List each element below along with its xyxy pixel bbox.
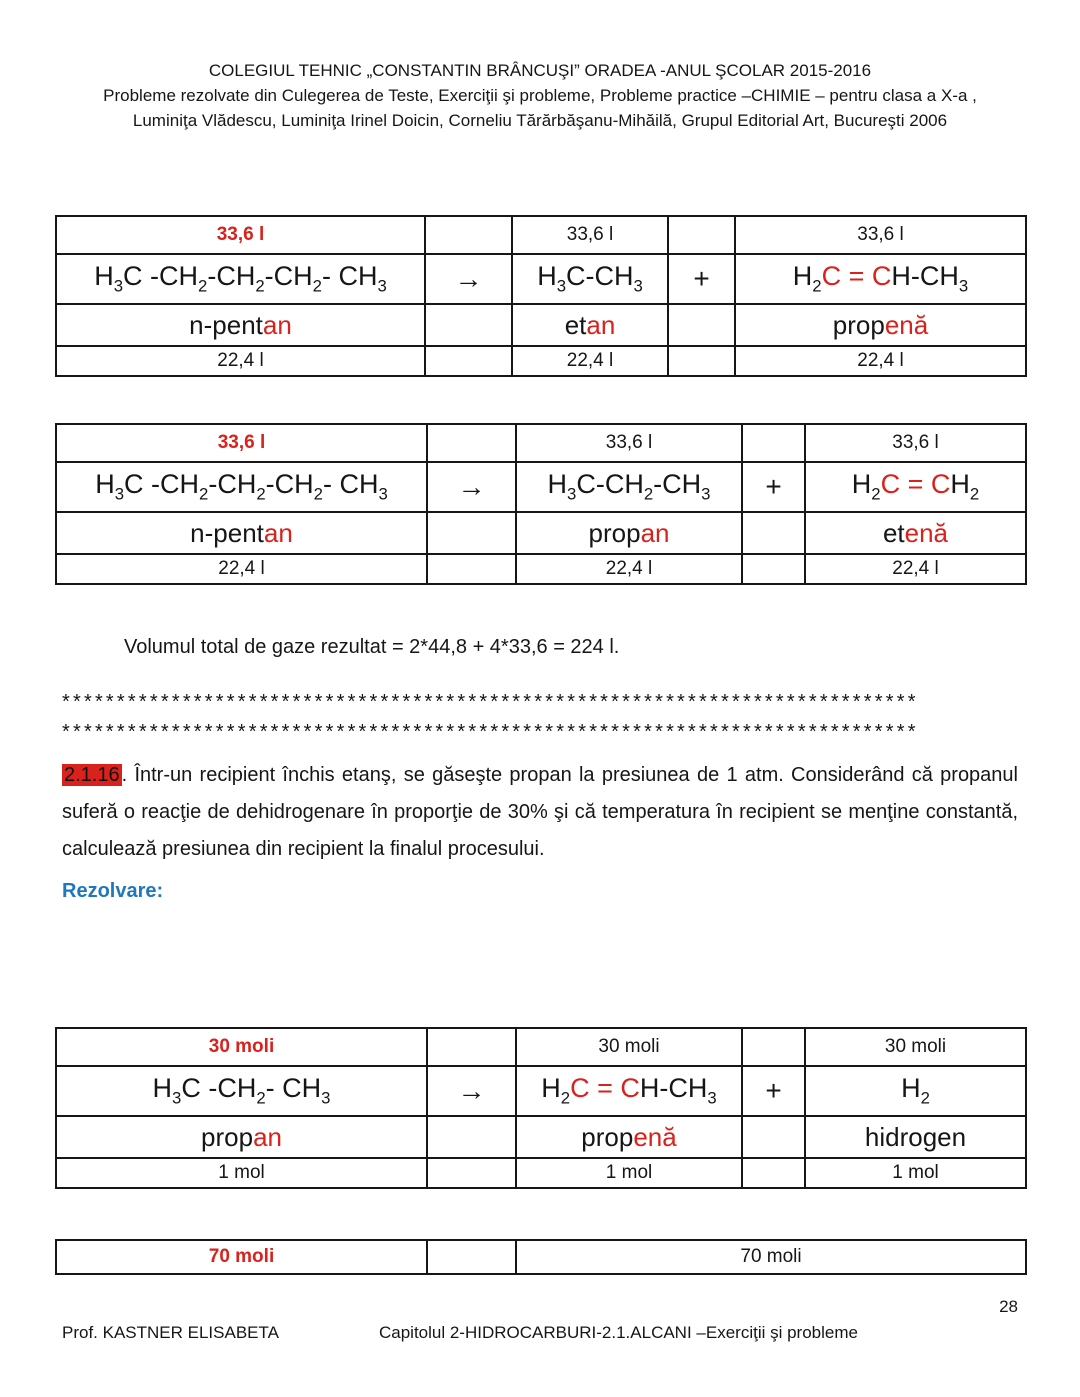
problem-text: . Într-un recipient închis etanş, se găs… [62,764,1018,860]
volume-bottom-plus [667,345,736,377]
reaction-propane-dehydrogenation-row-name: propan propenă hidrogen [55,1115,1027,1159]
rezolvare-label: Rezolvare: [62,880,164,902]
volume-top-arrow [424,215,513,255]
volume-top-reactant: 33,6 l [55,215,426,255]
total-volume-line: Volumul total de gaze rezultat = 2*44,8 … [124,636,620,658]
separator-line-2: ****************************************… [62,721,919,743]
formula-reactant: H3C -CH2-CH2-CH2- CH3 [55,461,428,513]
moles-total-arrow [426,1239,517,1275]
formula-plus: + [741,461,806,513]
problem-number-highlight: 2.1.16 [62,764,122,786]
volume-bottom-product1: 22,4 l [515,553,743,585]
volume-top-arrow [426,423,517,463]
reaction-pentane-cracking-2-row-volume-top: 33,6 l 33,6 l 33,6 l [55,423,1027,463]
volume-bottom-product1: 22,4 l [511,345,669,377]
name-reactant: propan [55,1115,428,1159]
reaction-pentane-cracking-2-row-formula: H3C -CH2-CH2-CH2- CH3 → H3C-CH2-CH3 + H2C = … [55,461,1027,513]
problem-statement: 2.1.16. Într-un recipient închis etanş, … [62,757,1018,868]
document-footer: Prof. KASTNER ELISABETA Capitolul 2-HIDRO… [62,1323,1080,1343]
volume-top-reactant: 33,6 l [55,423,428,463]
moles-top-product1: 30 moli [515,1027,743,1067]
footer-author: Prof. KASTNER ELISABETA [62,1323,279,1342]
header-school-line: COLEGIUL TEHNIC „CONSTANTIN BRÂNCUŞI” OR… [208,61,872,80]
reaction-table-3: 30 moli 30 moli 30 moli H3C -CH2- CH3 → H2C =… [55,1027,1027,1189]
header-authors-line: Luminiţa Vlădescu, Luminiţa Irinel Doici… [132,111,948,130]
moles-top-plus [741,1027,806,1067]
totals-row-row-moles-total: 70 moli 70 moli [55,1239,1027,1275]
name-reactant: n-pentan [55,303,426,347]
formula-arrow: → [426,461,517,513]
reaction-pentane-cracking-1-row-name: n-pentan etan propenă [55,303,1027,347]
moles-bottom-arrow [426,1157,517,1189]
formula-arrow: → [426,1065,517,1117]
name-arrow [424,303,513,347]
name-product1: etan [511,303,669,347]
name-plus [741,511,806,555]
reaction-table-2: 33,6 l 33,6 l 33,6 l H3C -CH2-CH2-CH2- CH3 →… [55,423,1027,585]
volume-bottom-plus [741,553,806,585]
volume-bottom-arrow [424,345,513,377]
reaction-propane-dehydrogenation-row-moles-bottom: 1 mol 1 mol 1 mol [55,1157,1027,1189]
formula-product2: H2C = CH-CH3 [734,253,1027,305]
name-arrow [426,511,517,555]
totals-table: 70 moli 70 moli [55,1239,1027,1275]
formula-plus: + [741,1065,806,1117]
page-number: 28 [999,1297,1018,1316]
formula-product2: H2 [804,1065,1027,1117]
formula-arrow: → [424,253,513,305]
separator-line-1: ****************************************… [62,691,919,713]
moles-total-reactant: 70 moli [55,1239,428,1275]
reaction-propane-dehydrogenation-row-moles-top: 30 moli 30 moli 30 moli [55,1027,1027,1067]
moles-total-products: 70 moli [515,1239,1027,1275]
name-reactant: n-pentan [55,511,428,555]
volume-bottom-product2: 22,4 l [804,553,1027,585]
formula-plus: + [667,253,736,305]
moles-top-product2: 30 moli [804,1027,1027,1067]
formula-reactant: H3C -CH2-CH2-CH2- CH3 [55,253,426,305]
header-book-line: Probleme rezolvate din Culegerea de Test… [103,86,977,105]
document-header: COLEGIUL TEHNIC „CONSTANTIN BRÂNCUŞI” OR… [0,0,1080,133]
volume-top-product1: 33,6 l [515,423,743,463]
name-plus [741,1115,806,1159]
reaction-pentane-cracking-2-row-name: n-pentan propan etenă [55,511,1027,555]
moles-bottom-product2: 1 mol [804,1157,1027,1189]
reaction-pentane-cracking-1-row-volume-top: 33,6 l 33,6 l 33,6 l [55,215,1027,255]
formula-product1: H3C-CH2-CH3 [515,461,743,513]
moles-top-reactant: 30 moli [55,1027,428,1067]
name-product1: propan [515,511,743,555]
volume-bottom-product2: 22,4 l [734,345,1027,377]
volume-bottom-arrow [426,553,517,585]
formula-product1: H3C-CH3 [511,253,669,305]
volume-top-plus [667,215,736,255]
name-arrow [426,1115,517,1159]
name-product2: propenă [734,303,1027,347]
volume-top-product1: 33,6 l [511,215,669,255]
volume-bottom-reactant: 22,4 l [55,345,426,377]
formula-product2: H2C = CH2 [804,461,1027,513]
formula-product1: H2C = CH-CH3 [515,1065,743,1117]
volume-top-product2: 33,6 l [734,215,1027,255]
moles-bottom-plus [741,1157,806,1189]
name-product2: hidrogen [804,1115,1027,1159]
volume-bottom-reactant: 22,4 l [55,553,428,585]
name-plus [667,303,736,347]
volume-top-product2: 33,6 l [804,423,1027,463]
reaction-pentane-cracking-1-row-formula: H3C -CH2-CH2-CH2- CH3 → H3C-CH3 + H2C = CH-C… [55,253,1027,305]
moles-bottom-product1: 1 mol [515,1157,743,1189]
reaction-propane-dehydrogenation-row-formula: H3C -CH2- CH3 → H2C = CH-CH3 + H2 [55,1065,1027,1117]
reaction-pentane-cracking-2-row-volume-bottom: 22,4 l 22,4 l 22,4 l [55,553,1027,585]
volume-top-plus [741,423,806,463]
moles-bottom-reactant: 1 mol [55,1157,428,1189]
reaction-pentane-cracking-1-row-volume-bottom: 22,4 l 22,4 l 22,4 l [55,345,1027,377]
reaction-table-1: 33,6 l 33,6 l 33,6 l H3C -CH2-CH2-CH2- CH3 →… [55,215,1027,377]
footer-chapter: Capitolul 2-HIDROCARBURI-2.1.ALCANI –Exe… [378,1323,858,1342]
moles-top-arrow [426,1027,517,1067]
formula-reactant: H3C -CH2- CH3 [55,1065,428,1117]
name-product1: propenă [515,1115,743,1159]
name-product2: etenă [804,511,1027,555]
